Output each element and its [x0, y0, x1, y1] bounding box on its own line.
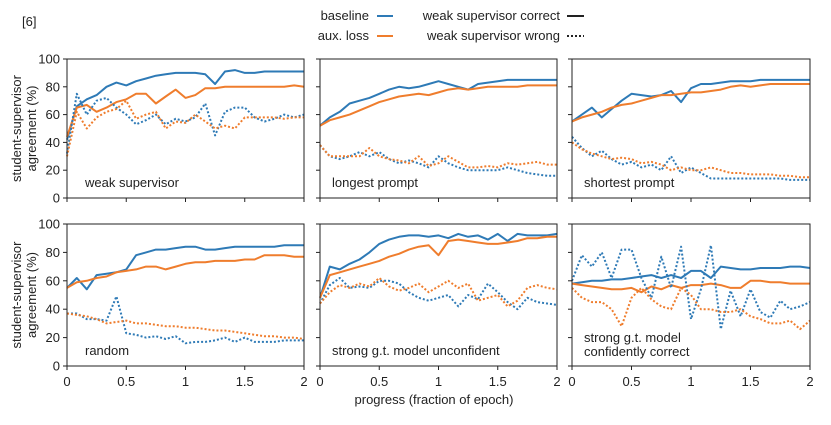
y-tick-label: 40: [46, 302, 60, 317]
x-tick-label: 2: [553, 374, 560, 389]
y-tick-label: 0: [53, 191, 60, 206]
panel-title: strong g.t. model confidently correct: [584, 330, 690, 359]
y-tick-label: 40: [46, 135, 60, 150]
baseline-wrong-line: [66, 92, 305, 154]
aux-loss-wrong-line: [571, 286, 811, 331]
chart-panel: 0 0.5 1 1.5 2 strong g.t. model unconfident: [316, 223, 561, 389]
baseline-wrong-line: [319, 144, 557, 177]
figure-reference: [6]: [22, 14, 36, 29]
aux-loss-wrong-line: [66, 99, 304, 157]
baseline-correct-line: [66, 69, 304, 140]
chart-panel: longest prompt: [316, 58, 558, 202]
aux-loss-correct-line: [319, 84, 557, 127]
aux-loss-correct-line: [319, 235, 557, 299]
legend-label-series: aux. loss: [318, 28, 370, 43]
y-tick-label: 100: [38, 52, 60, 67]
chart-panel: 0 20 40 60 80 100 0 0.5 1 1.5 2 random student-super…: [9, 217, 308, 390]
baseline-wrong-line: [319, 277, 558, 311]
x-tick-label: 1.5: [741, 374, 759, 389]
aux-loss-wrong-line: [319, 144, 557, 169]
x-tick-label: 0: [568, 374, 575, 389]
legend-label-style: weak supervisor wrong: [426, 28, 560, 43]
x-tick-label: 1.5: [489, 374, 507, 389]
legend-label-series: baseline: [321, 8, 369, 23]
x-axis-label: progress (fraction of epoch): [355, 392, 514, 407]
panel-title: strong g.t. model unconfident: [332, 343, 500, 358]
x-tick-label: 0: [316, 374, 323, 389]
aux-loss-correct-line: [571, 83, 810, 123]
baseline-correct-line: [571, 265, 811, 285]
panel-title: longest prompt: [332, 175, 418, 190]
baseline-wrong-line: [67, 295, 304, 345]
panel-title: shortest prompt: [584, 175, 675, 190]
x-tick-label: 0.5: [117, 374, 135, 389]
y-tick-label: 80: [46, 245, 60, 260]
y-tick-label: 80: [46, 79, 60, 94]
legend: baseline aux. loss weak supervisor correct…: [318, 8, 584, 43]
x-tick-label: 1: [687, 374, 694, 389]
x-tick-label: 0.5: [622, 374, 640, 389]
x-tick-label: 1: [435, 374, 442, 389]
chart-panel: 0 0.5 1 1.5 2 strong g.t. model confidently co…: [568, 223, 814, 389]
x-tick-label: 0: [63, 374, 70, 389]
legend-label-style: weak supervisor correct: [422, 8, 561, 23]
y-tick-label: 60: [46, 107, 60, 122]
y-axis-label: student-supervisoragreement (%): [9, 241, 39, 349]
x-tick-label: 2: [806, 374, 813, 389]
baseline-correct-line: [66, 244, 304, 291]
x-tick-label: 1.5: [236, 374, 254, 389]
y-tick-label: 0: [53, 359, 60, 374]
y-axis-label: student-supervisoragreement (%): [9, 74, 39, 182]
aux-loss-correct-line: [571, 279, 810, 294]
aux-loss-correct-line: [66, 254, 304, 289]
x-tick-label: 0.5: [370, 374, 388, 389]
baseline-correct-line: [319, 78, 557, 127]
aux-loss-correct-line: [66, 84, 305, 138]
aux-loss-wrong-line: [571, 141, 810, 179]
y-tick-label: 60: [46, 273, 60, 288]
chart-panel: shortest prompt: [568, 58, 811, 202]
baseline-correct-line: [571, 78, 810, 123]
y-tick-label: 20: [46, 330, 60, 345]
panel-title: random: [85, 343, 129, 358]
x-tick-label: 1: [182, 374, 189, 389]
y-tick-label: 100: [38, 217, 60, 232]
aux-loss-wrong-line: [66, 312, 305, 340]
baseline-wrong-line: [571, 244, 811, 331]
y-tick-label: 20: [46, 163, 60, 178]
baseline-correct-line: [319, 232, 558, 299]
panel-title: weak supervisor: [84, 175, 180, 190]
aux-loss-wrong-line: [319, 277, 558, 308]
baseline-wrong-line: [571, 136, 810, 181]
x-tick-label: 2: [300, 374, 307, 389]
chart-panel: 0 20 40 60 80 100 weak supervisor student-super…: [9, 52, 305, 206]
